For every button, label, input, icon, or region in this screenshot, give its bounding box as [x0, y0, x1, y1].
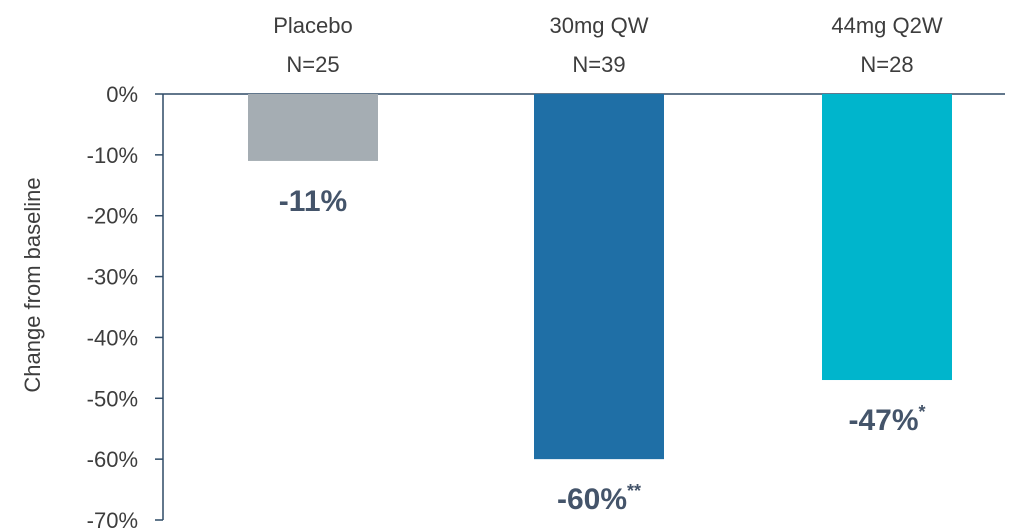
y-tick-label: -60%: [87, 447, 138, 472]
y-axis-title-group: Change from baseline: [20, 177, 45, 392]
y-tick-label: -50%: [87, 386, 138, 411]
bar: [534, 94, 664, 460]
category-label: 30mg QW: [549, 13, 648, 38]
bar: [248, 94, 378, 161]
category-label: 44mg Q2W: [831, 13, 942, 38]
y-ticks: 0% -10% -20% -30% -40% -50% -60% -70%: [87, 82, 163, 532]
bar: [822, 94, 952, 381]
data-label: -11%: [279, 185, 347, 218]
data-label: -60%**: [557, 481, 641, 516]
significance-marker: *: [919, 402, 926, 422]
category-sample-size: N=25: [286, 52, 339, 77]
bars: [248, 94, 952, 460]
significance-marker: **: [627, 481, 641, 501]
y-tick-label: 0%: [106, 82, 138, 107]
y-tick-label: -20%: [87, 204, 138, 229]
y-tick-label: -70%: [87, 508, 138, 532]
y-axis-title: Change from baseline: [20, 177, 45, 392]
y-tick-label: -40%: [87, 325, 138, 350]
category-label: Placebo: [273, 13, 353, 38]
category-sample-size: N=39: [572, 52, 625, 77]
category-sample-size: N=28: [860, 52, 913, 77]
y-tick-label: -10%: [87, 143, 138, 168]
category-labels: Placebo N=25 30mg QW N=39 44mg Q2W N=28: [273, 13, 943, 77]
data-labels: -11% -60%** -47%*: [279, 185, 926, 516]
y-tick-label: -30%: [87, 265, 138, 290]
data-label: -47%*: [848, 402, 925, 437]
